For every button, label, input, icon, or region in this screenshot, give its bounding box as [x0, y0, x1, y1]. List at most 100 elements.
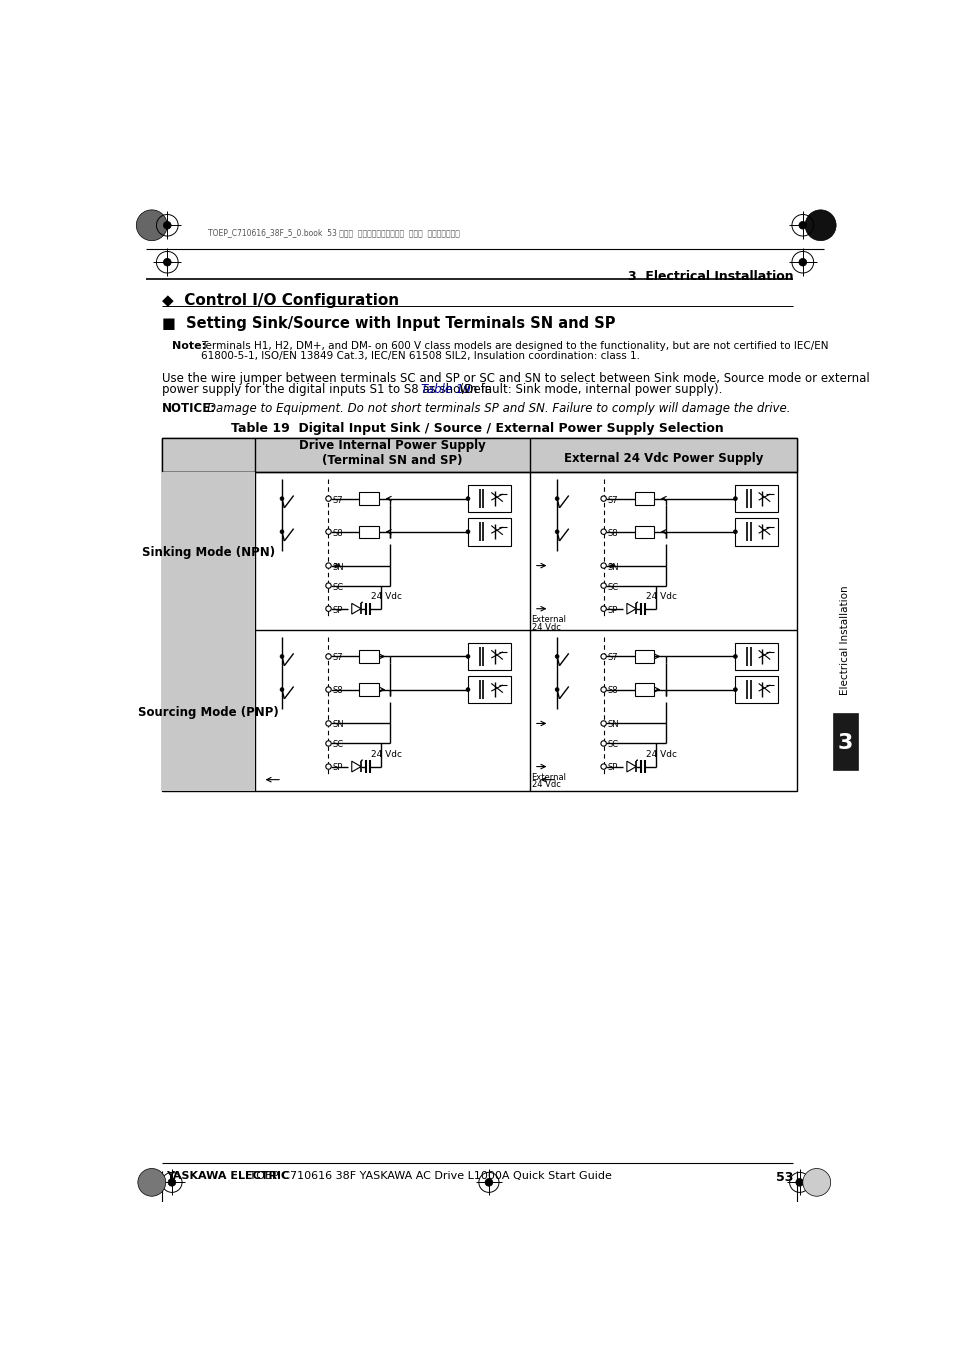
Circle shape	[795, 1178, 802, 1186]
Text: Note:: Note:	[172, 340, 206, 351]
Text: SP: SP	[607, 763, 618, 773]
Circle shape	[466, 530, 470, 534]
Bar	[468, 676, 510, 704]
Circle shape	[555, 654, 558, 658]
Circle shape	[600, 740, 606, 746]
Circle shape	[600, 496, 606, 501]
Text: SN: SN	[332, 562, 344, 571]
Circle shape	[280, 654, 284, 658]
Text: SP: SP	[607, 605, 618, 615]
Circle shape	[555, 530, 558, 534]
Circle shape	[325, 740, 331, 746]
Circle shape	[600, 686, 606, 692]
Bar	[162, 471, 254, 630]
Text: S7: S7	[332, 496, 343, 504]
Text: S8: S8	[332, 686, 343, 696]
Circle shape	[325, 763, 331, 769]
Text: 24 Vdc: 24 Vdc	[371, 592, 402, 601]
Text: 24 Vdc: 24 Vdc	[645, 750, 677, 759]
Text: S7: S7	[607, 496, 618, 504]
Text: SP: SP	[332, 605, 342, 615]
Text: TOEP_C710616_38F_5_0.book  53 ページ  ２０１３年１２月４日  水曜日  午前９時５６分: TOEP_C710616_38F_5_0.book 53 ページ ２０１３年１２…	[208, 228, 459, 238]
Bar	[468, 485, 510, 512]
Circle shape	[325, 582, 331, 588]
Bar	[832, 713, 857, 770]
Bar	[735, 485, 778, 512]
Text: 24 Vdc: 24 Vdc	[531, 623, 559, 631]
Circle shape	[802, 1169, 830, 1196]
Text: (Default: Sink mode, internal power supply).: (Default: Sink mode, internal power supp…	[456, 384, 722, 396]
Text: External 24 Vdc Power Supply: External 24 Vdc Power Supply	[563, 453, 762, 465]
Text: S7: S7	[607, 654, 618, 662]
Circle shape	[804, 209, 835, 240]
Bar	[162, 630, 254, 792]
Circle shape	[466, 688, 470, 692]
Text: power supply for the digital inputs S1 to S8 as shown in: power supply for the digital inputs S1 t…	[162, 384, 496, 396]
Circle shape	[555, 497, 558, 500]
Text: SC: SC	[332, 740, 343, 750]
Bar	[468, 643, 510, 670]
Circle shape	[600, 763, 606, 769]
Text: NOTICE:: NOTICE:	[162, 403, 215, 415]
Bar	[634, 684, 654, 696]
Circle shape	[163, 222, 171, 230]
Bar	[735, 517, 778, 546]
Circle shape	[733, 654, 737, 658]
Text: S8: S8	[607, 528, 618, 538]
Polygon shape	[626, 604, 636, 615]
Text: 3  Electrical Installation: 3 Electrical Installation	[627, 270, 793, 282]
Text: 24 Vdc: 24 Vdc	[645, 592, 677, 601]
Bar	[634, 493, 654, 505]
Polygon shape	[352, 604, 360, 615]
Text: Table 19: Table 19	[421, 384, 471, 396]
Circle shape	[600, 720, 606, 725]
Bar	[634, 526, 654, 538]
Bar	[162, 438, 797, 792]
Circle shape	[600, 563, 606, 569]
Bar	[162, 438, 797, 471]
Text: SC: SC	[332, 582, 343, 592]
Text: S8: S8	[607, 686, 618, 696]
Text: 3: 3	[837, 734, 852, 753]
Circle shape	[280, 530, 284, 534]
Circle shape	[555, 688, 558, 692]
Polygon shape	[352, 761, 360, 771]
Circle shape	[136, 209, 167, 240]
Text: Terminals H1, H2, DM+, and DM- on 600 V class models are designed to the functio: Terminals H1, H2, DM+, and DM- on 600 V …	[200, 340, 827, 351]
Circle shape	[280, 688, 284, 692]
Circle shape	[798, 222, 806, 230]
Circle shape	[325, 686, 331, 692]
Circle shape	[484, 1178, 493, 1186]
Text: ■  Setting Sink/Source with Input Terminals SN and SP: ■ Setting Sink/Source with Input Termina…	[162, 316, 615, 331]
Bar	[359, 684, 378, 696]
Text: SN: SN	[332, 720, 344, 730]
Text: 61800-5-1, ISO/EN 13849 Cat.3, IEC/EN 61508 SIL2, Insulation coordination: class: 61800-5-1, ISO/EN 13849 Cat.3, IEC/EN 61…	[200, 351, 639, 361]
Text: 24 Vdc: 24 Vdc	[371, 750, 402, 759]
Text: Use the wire jumper between terminals SC and SP or SC and SN to select between S: Use the wire jumper between terminals SC…	[162, 372, 869, 385]
Circle shape	[600, 530, 606, 535]
Circle shape	[325, 530, 331, 535]
Polygon shape	[626, 761, 636, 771]
Circle shape	[733, 530, 737, 534]
Text: YASKAWA ELECTRIC: YASKAWA ELECTRIC	[166, 1171, 289, 1181]
Bar	[634, 650, 654, 662]
Bar	[359, 526, 378, 538]
Circle shape	[168, 1178, 175, 1186]
Text: Electrical Installation: Electrical Installation	[840, 585, 849, 696]
Circle shape	[466, 654, 470, 658]
Text: Sourcing Mode (PNP): Sourcing Mode (PNP)	[138, 707, 278, 719]
Circle shape	[325, 720, 331, 725]
Text: External: External	[531, 615, 566, 624]
Bar	[359, 650, 378, 662]
Bar	[735, 643, 778, 670]
Bar	[468, 517, 510, 546]
Circle shape	[325, 654, 331, 659]
Bar	[359, 493, 378, 505]
Text: Damage to Equipment. Do not short terminals SP and SN. Failure to comply will da: Damage to Equipment. Do not short termin…	[207, 403, 789, 415]
Circle shape	[466, 497, 470, 500]
Text: 24 Vdc: 24 Vdc	[531, 781, 559, 789]
Circle shape	[325, 496, 331, 501]
Text: S8: S8	[332, 528, 343, 538]
Circle shape	[325, 563, 331, 569]
Circle shape	[325, 607, 331, 612]
